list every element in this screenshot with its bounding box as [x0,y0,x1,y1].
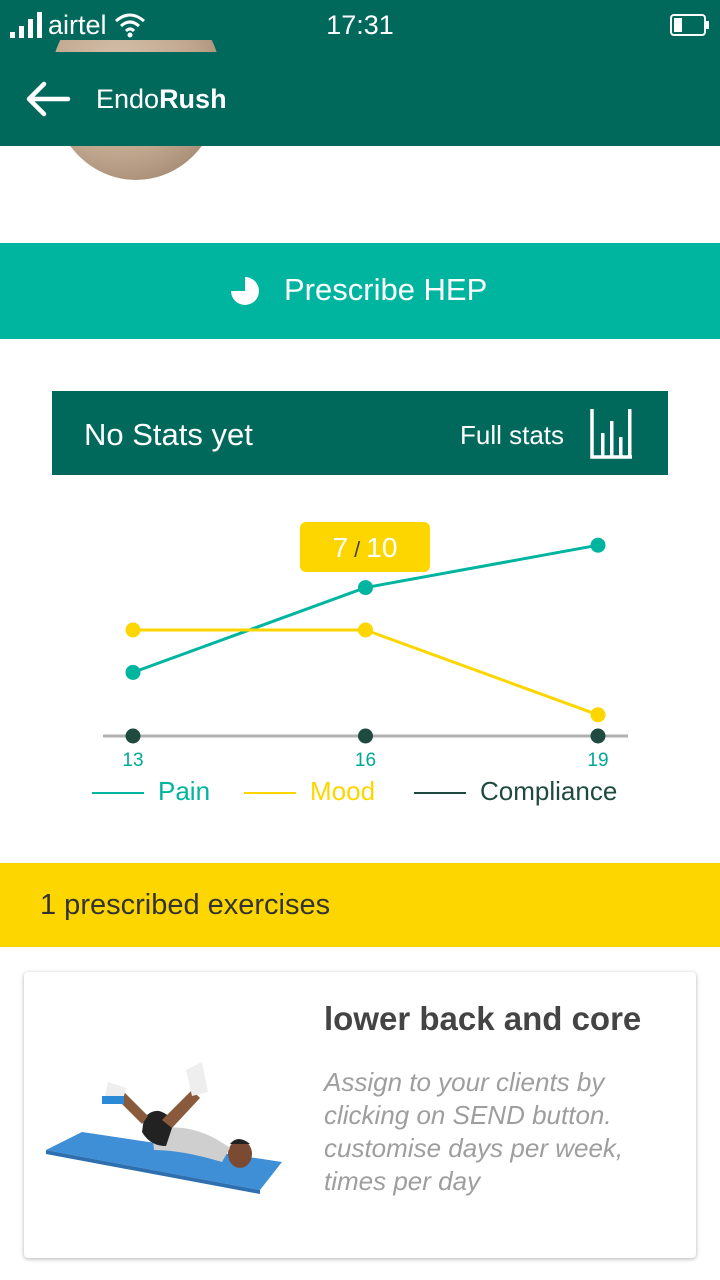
mood-series-line [133,628,599,717]
carrier-name: airtel [48,10,107,40]
full-stats-link[interactable]: Full stats [460,420,565,450]
x-tick-label: 13 [122,750,143,771]
stats-header: No Stats yet Full stats [52,391,668,475]
exercise-description: Assign to your clients by clicking on SE… [324,1067,624,1196]
mood-point[interactable] [358,622,373,638]
legend-compliance: Compliance [414,776,617,807]
exercise-illustration [46,1062,282,1194]
back-arrow-icon[interactable] [22,76,72,122]
no-stats-label: No Stats yet [84,417,253,452]
x-tick-label: 16 [355,750,376,771]
signal-icon [10,12,42,38]
x-tick-label: 19 [587,750,608,771]
tooltip-value: 7 [332,532,349,563]
mood-point[interactable] [125,622,141,638]
app-title: EndoRush [96,84,227,114]
legend-pain-label: Pain [158,776,211,806]
compliance-point[interactable] [358,728,373,744]
prescribed-exercises-header: 1 prescribed exercises [0,863,720,947]
battery-icon [670,14,709,36]
pain-point[interactable] [358,580,373,596]
mood-point[interactable] [590,707,606,723]
bar-chart-icon[interactable] [590,407,634,459]
legend-compliance-label: Compliance [480,776,618,806]
prescribe-hep-button[interactable]: Prescribe HEP [0,243,720,339]
pain-point[interactable] [125,664,141,680]
wifi-icon [115,13,145,38]
legend-pain: Pain [92,776,210,807]
progress-chart: 13 16 19 [0,490,720,830]
clock: 17:31 [326,10,394,40]
compliance-point[interactable] [125,728,141,744]
exercise-title: lower back and core [324,1000,642,1037]
legend-mood: Mood [244,776,375,807]
pie-icon [231,277,259,305]
prescribe-hep-label: Prescribe HEP [284,272,488,307]
tooltip-max: 10 [366,532,398,563]
prescribed-exercises-count: 1 prescribed exercises [40,889,331,921]
chart-tooltip: 7/10 [300,522,430,572]
app-bar: EndoRush [0,52,720,146]
pain-point[interactable] [590,537,606,553]
compliance-point[interactable] [590,728,606,744]
exercise-card[interactable]: lower back and core Assign to your clien… [24,972,696,1258]
legend-mood-label: Mood [310,776,376,806]
